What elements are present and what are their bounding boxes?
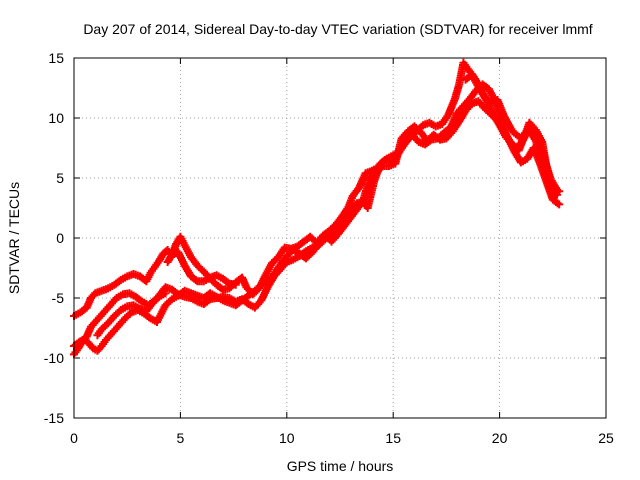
data-point (223, 278, 232, 287)
y-tick-label: -10 (44, 350, 64, 366)
plot-frame (73, 57, 607, 419)
x-tick-label: 20 (492, 430, 508, 446)
y-tick-label: 10 (48, 110, 64, 126)
y-tick-label: 15 (48, 50, 64, 66)
x-tick-label: 0 (70, 430, 78, 446)
x-tick-label: 5 (177, 430, 185, 446)
series-track-4 (93, 289, 170, 340)
x-tick-label: 25 (598, 430, 614, 446)
y-tick-label: 0 (56, 230, 64, 246)
x-axis-label: GPS time / hours (287, 458, 394, 474)
series-track-3 (70, 97, 562, 355)
tick-labels: 0 5 10 15 20 25 -15 -10 -5 0 5 10 15 (44, 50, 614, 446)
data-point (231, 280, 240, 289)
x-tick-label: 10 (279, 430, 295, 446)
y-tick-label: -15 (44, 410, 64, 426)
series-track-5 (163, 248, 240, 289)
data-point (555, 200, 564, 209)
x-tick-label: 15 (385, 430, 401, 446)
chart-title: Day 207 of 2014, Sidereal Day-to-day VTE… (83, 21, 592, 37)
data-point (553, 186, 562, 194)
data-series (70, 58, 564, 359)
y-axis-label: SDTVAR / TECUs (6, 182, 22, 294)
y-tick-label: 5 (56, 170, 64, 186)
data-point (161, 289, 170, 298)
data-point (191, 276, 200, 284)
grid-lines (74, 58, 606, 418)
y-tick-label: -5 (52, 290, 65, 306)
data-point (553, 199, 562, 208)
series-track-6 (461, 70, 562, 194)
